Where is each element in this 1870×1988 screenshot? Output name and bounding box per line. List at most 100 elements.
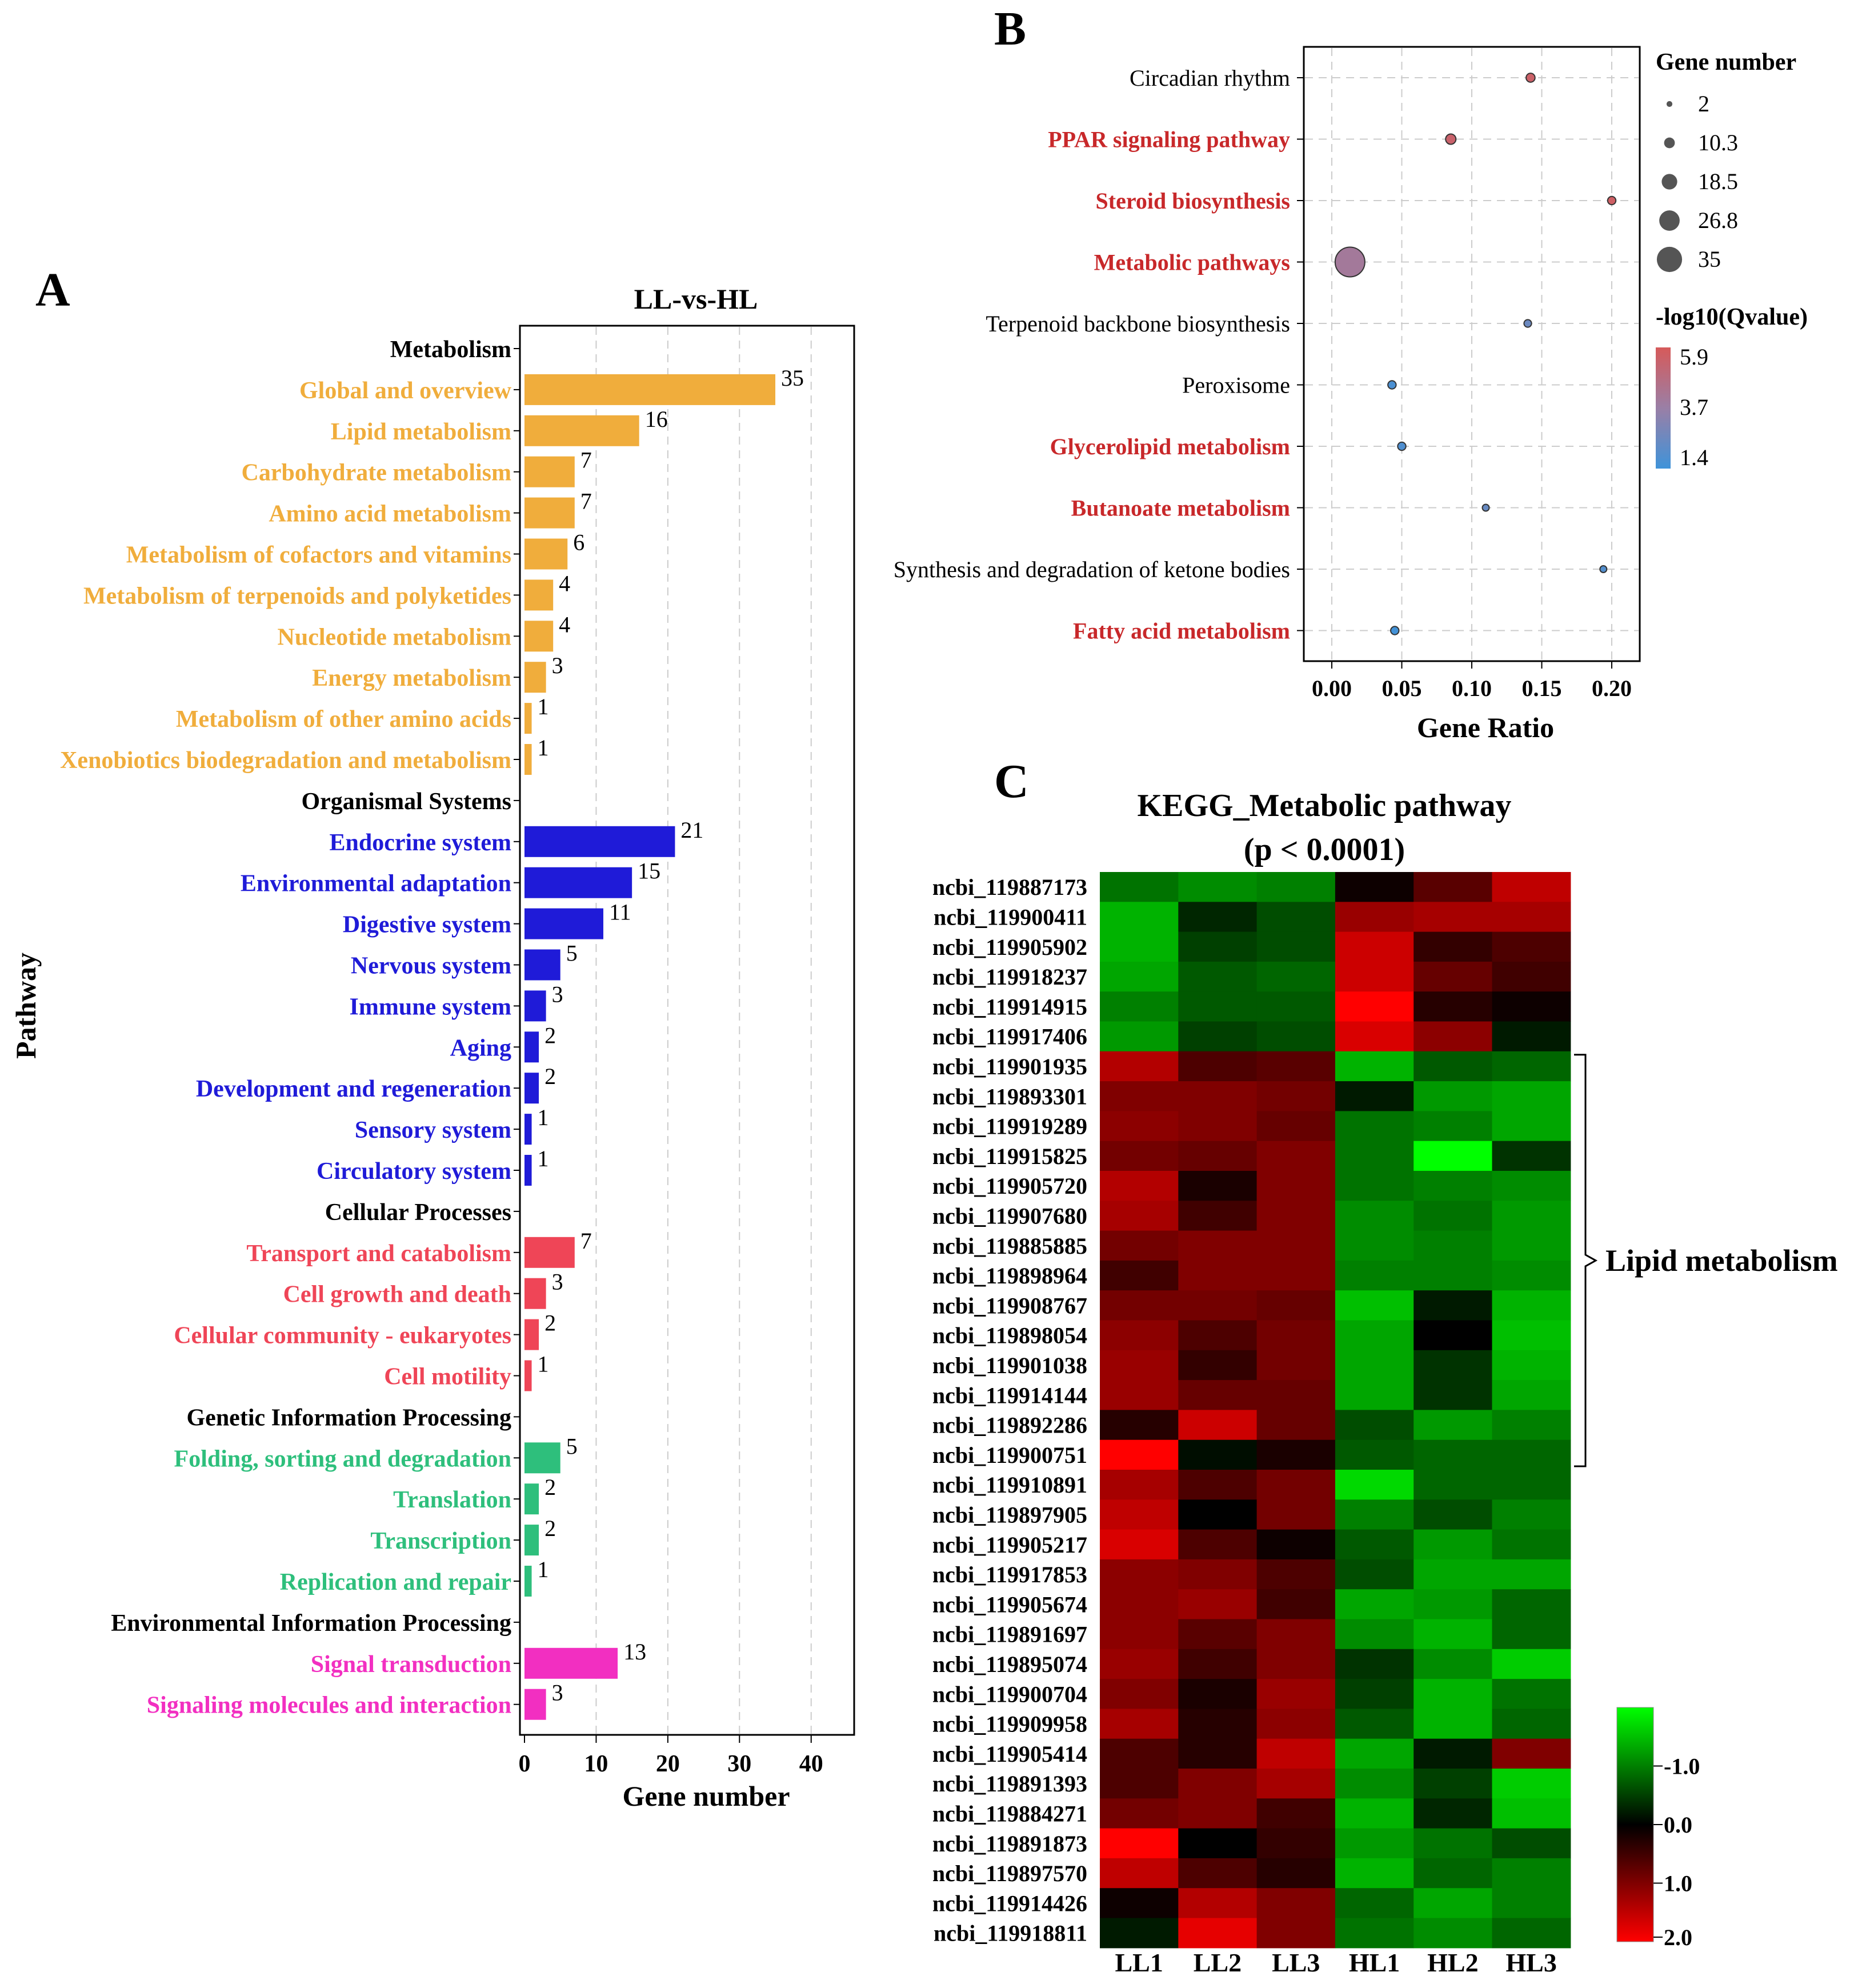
heatmap-subtitle: (p < 0.0001): [1244, 832, 1405, 867]
category-label: Replication and repair: [280, 1569, 511, 1595]
heatmap-cell: [1492, 1141, 1571, 1171]
bubble-chart-grid: [1305, 48, 1639, 660]
heatmap-cell: [1178, 1529, 1258, 1560]
heatmap-cell: [1256, 991, 1336, 1022]
bar-value-label: 5: [566, 941, 578, 966]
heatmap-cell: [1178, 931, 1258, 962]
category-label: Nervous system: [351, 953, 511, 979]
heatmap-cell: [1100, 1828, 1179, 1859]
heatmap-row-labels: ncbi_119887173 ncbi_119900411 ncbi_1199059…: [932, 874, 1087, 1946]
heatmap-cell: [1100, 1081, 1179, 1111]
heatmap-row-label: ncbi_119887173: [932, 874, 1087, 900]
heatmap-cell: [1335, 1111, 1414, 1142]
heatmap-row-label: ncbi_119905720: [932, 1173, 1087, 1199]
heatmap-cell: [1178, 1081, 1258, 1111]
heatmap-cell: [1100, 1111, 1179, 1142]
heatmap-cell: [1492, 1410, 1571, 1441]
bar-chart-title: LL-vs-HL: [634, 283, 758, 315]
size-legend-dot: [1661, 174, 1677, 190]
x-tick-label: 0.00: [1312, 675, 1352, 701]
heatmap-cell: [1413, 1081, 1493, 1111]
heatmap-color-scale: [1616, 1707, 1654, 1942]
heatmap-cell: [1178, 1141, 1258, 1171]
size-legend-dot: [1656, 246, 1683, 273]
bar: [524, 867, 632, 898]
heatmap-cell: [1100, 1051, 1179, 1082]
heatmap-cell: [1178, 1769, 1258, 1799]
heatmap-cell: [1100, 1499, 1179, 1530]
bar-value-label: 16: [645, 406, 668, 432]
color-legend-label: 3.7: [1680, 394, 1708, 420]
x-tick-label: 0: [519, 1751, 531, 1777]
heatmap-cell: [1492, 1679, 1571, 1709]
heatmap-row-label: ncbi_119910891: [932, 1472, 1087, 1498]
heatmap-cell: [1492, 872, 1571, 902]
heatmap-cell: [1413, 1918, 1493, 1949]
heatmap-cell: [1335, 1380, 1414, 1410]
x-tick-label: 10: [584, 1751, 608, 1777]
pathway-label: Peroxisome: [1182, 373, 1290, 398]
heatmap-cell: [1178, 1260, 1258, 1291]
category-label: Cell motility: [384, 1364, 511, 1390]
category-header: Cellular Processes: [325, 1199, 511, 1226]
heatmap-cell: [1256, 1918, 1336, 1949]
pathway-label: PPAR signaling pathway: [1048, 127, 1290, 153]
heatmap-cell: [1100, 1589, 1179, 1620]
heatmap-column-label: HL3: [1505, 1948, 1556, 1977]
heatmap-row-label: ncbi_119914144: [932, 1382, 1087, 1408]
heatmap-row-label: ncbi_119891697: [932, 1622, 1087, 1647]
heatmap-row-label: ncbi_119908767: [932, 1293, 1087, 1318]
bar-value-label: 35: [781, 365, 804, 391]
heatmap-cell: [1492, 1559, 1571, 1590]
bubble: [1445, 133, 1457, 145]
bar: [524, 621, 554, 652]
heatmap-cell: [1492, 1499, 1571, 1530]
category-label: Endocrine system: [330, 830, 512, 856]
heatmap-cell: [1256, 1380, 1336, 1410]
heatmap-column-label: LL3: [1272, 1948, 1320, 1977]
heatmap-cell: [1100, 1410, 1179, 1441]
heatmap-cell: [1256, 1559, 1336, 1590]
bar-value-label: 13: [623, 1639, 646, 1665]
scale-label: 2.0: [1664, 1925, 1692, 1950]
heatmap-cell: [1492, 1081, 1571, 1111]
heatmap-cell: [1100, 1529, 1179, 1560]
scale-label: -1.0: [1664, 1754, 1700, 1779]
panel-a-bar-chart: LL-vs-HL Pathway Gene number 35167764431…: [10, 283, 855, 1812]
heatmap-cell: [1178, 1021, 1258, 1052]
heatmap-cell: [1413, 872, 1493, 902]
heatmap-cell: [1492, 1589, 1571, 1620]
category-label: Signal transduction: [311, 1651, 511, 1678]
bubble: [1599, 565, 1608, 573]
heatmap-cell: [1413, 1021, 1493, 1052]
heatmap-cell: [1413, 1589, 1493, 1620]
bar-value-label: 1: [538, 694, 549, 719]
heatmap-cell: [1178, 902, 1258, 933]
bar: [524, 538, 568, 570]
heatmap-column-label: LL2: [1194, 1948, 1242, 1977]
bar-value-label: 7: [580, 489, 592, 514]
bar: [524, 1360, 532, 1391]
bar-chart-x-axis-label: Gene number: [622, 1780, 790, 1812]
bar-value-label: 2: [544, 1310, 556, 1336]
heatmap-cell: [1335, 961, 1414, 992]
heatmap-row-label: ncbi_119901935: [932, 1054, 1087, 1079]
heatmap-row-label: ncbi_119914426: [932, 1890, 1087, 1916]
heatmap-cell: [1335, 1081, 1414, 1111]
heatmap-cell: [1335, 902, 1414, 933]
bar: [524, 456, 575, 487]
heatmap-cell: [1492, 1051, 1571, 1082]
heatmap-row-label: ncbi_119884271: [932, 1801, 1087, 1826]
heatmap-cell: [1413, 931, 1493, 962]
heatmap-cell: [1178, 1380, 1258, 1410]
bar-value-label: 1: [538, 1105, 549, 1130]
heatmap-cell: [1413, 1410, 1493, 1441]
heatmap-cell: [1413, 1738, 1493, 1769]
bar: [524, 1525, 539, 1556]
heatmap-row-label: ncbi_119917853: [932, 1562, 1087, 1587]
heatmap-cell: [1492, 902, 1571, 933]
heatmap-cell: [1492, 1320, 1571, 1351]
pathway-label: Fatty acid metabolism: [1073, 618, 1290, 644]
heatmap-row-label: ncbi_119900704: [932, 1681, 1087, 1707]
